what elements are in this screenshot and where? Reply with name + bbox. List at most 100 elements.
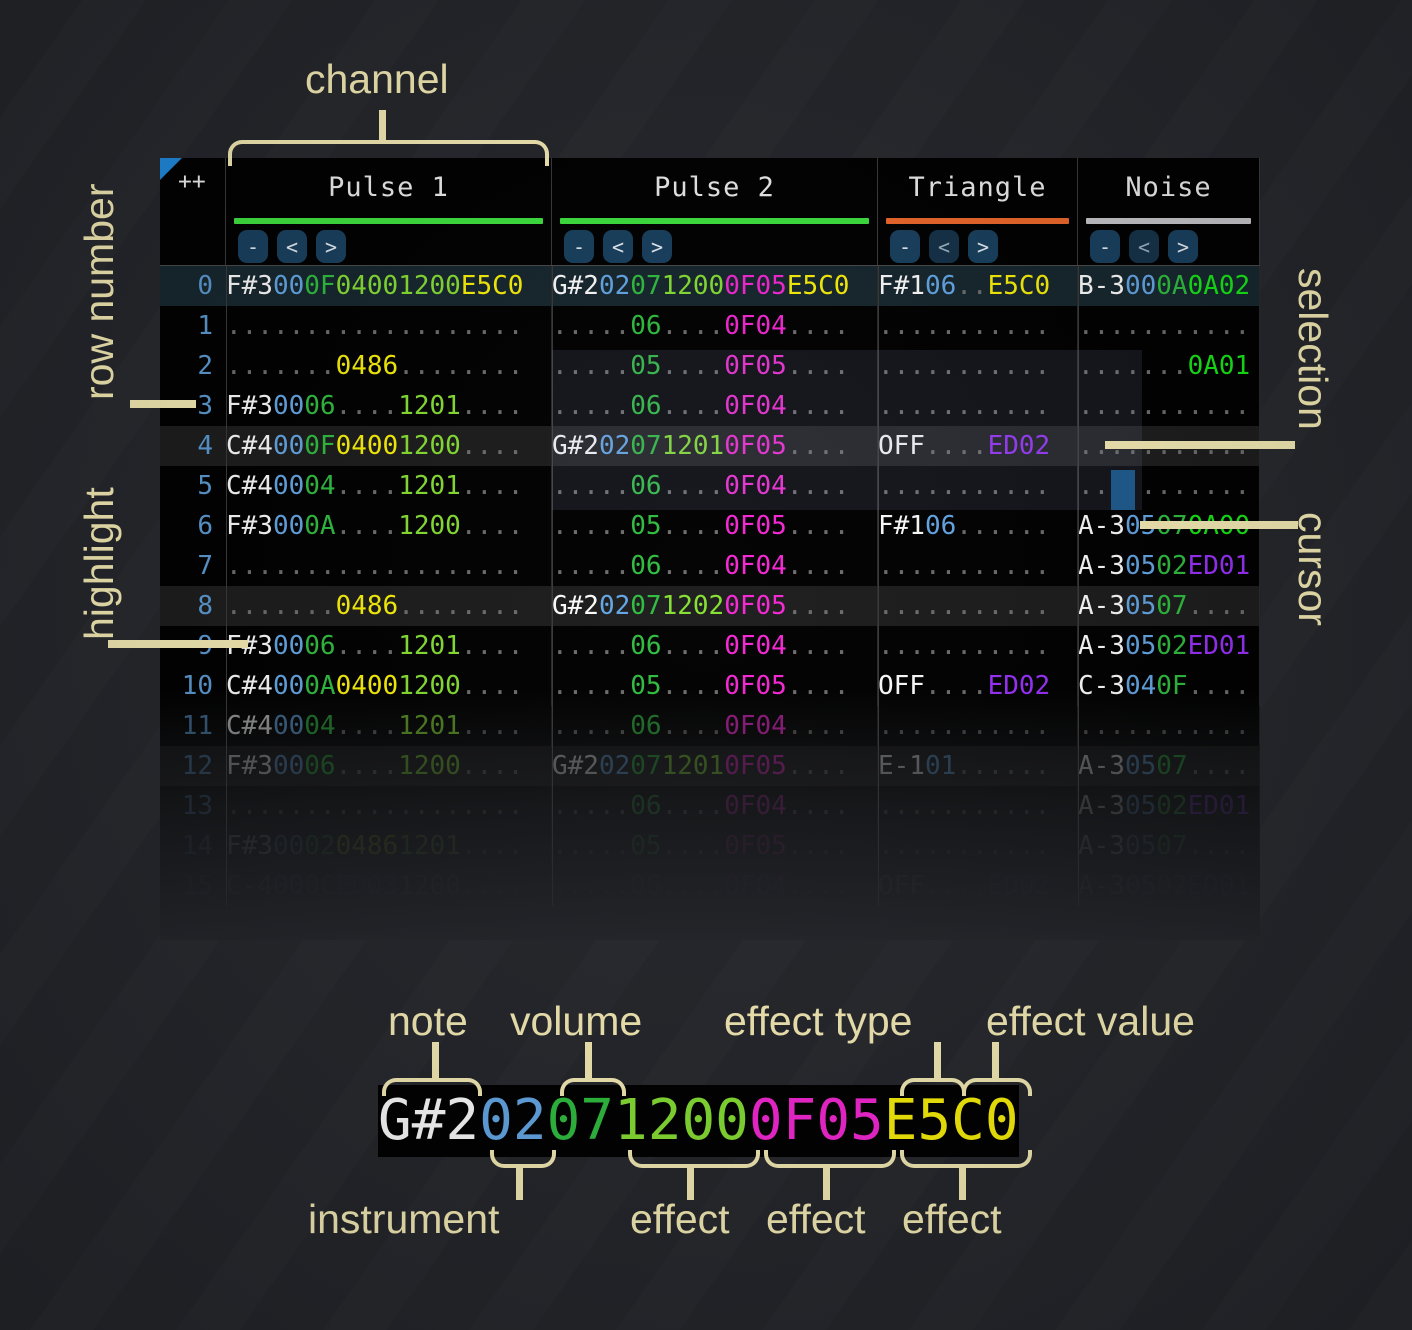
pattern-cell-tri[interactable]: ........... — [878, 786, 1078, 826]
pattern-cell-p2[interactable]: .....05....0F05.... — [552, 666, 878, 706]
pattern-cell-tri[interactable]: ........... — [878, 826, 1078, 866]
pattern-cell-noi[interactable]: A-30502ED01 — [1078, 786, 1260, 826]
channel-buttons-pulse-1[interactable]: - < > — [238, 230, 346, 263]
table-row[interactable]: 5 C#40004....1201.... .....06....0F04.....… — [160, 466, 1260, 506]
mute-button-noise[interactable]: - — [1090, 230, 1120, 263]
pattern-cell-p1[interactable]: F#30006....1200.... — [226, 746, 552, 786]
pattern-cell-tri[interactable]: ........... — [878, 626, 1078, 666]
pattern-cell-noi[interactable]: B-3000A0A02 — [1078, 266, 1260, 306]
pattern-cell-noi[interactable]: A-30502ED01 — [1078, 866, 1260, 906]
mute-button-pulse-1[interactable]: - — [238, 230, 268, 263]
pattern-cell-p2[interactable]: .....06....0F04.... — [552, 706, 878, 746]
rownum-header-cell[interactable]: ++ — [160, 158, 226, 266]
pattern-cell-tri[interactable]: OFF....ED02 — [878, 666, 1078, 706]
pattern-cell-p2[interactable]: G#2020712020F05.... — [552, 586, 878, 626]
pattern-cell-p1[interactable]: F#30006....1201.... — [226, 626, 552, 666]
pattern-cell-p1[interactable]: C#40004....1201.... — [226, 706, 552, 746]
mute-button-pulse-2[interactable]: - — [564, 230, 594, 263]
mute-button-triangle[interactable]: - — [890, 230, 920, 263]
pattern-cell-noi[interactable]: A-30502ED01 — [1078, 626, 1260, 666]
table-row[interactable]: 13................... .....06....0F04....… — [160, 786, 1260, 826]
pattern-cell-p2[interactable]: .....06....0F04.... — [552, 786, 878, 826]
pattern-grid[interactable]: 0 F#3000F04001200E5C0 G#2020712000F05E5C0 F… — [160, 266, 1260, 906]
pattern-cell-p2[interactable]: G#2020712010F05.... — [552, 746, 878, 786]
pattern-cell-p2[interactable]: .....06....0F04.... — [552, 466, 878, 506]
pattern-cell-tri[interactable]: F#106..E5C0 — [878, 266, 1078, 306]
table-row[interactable]: 11 C#40004....1201.... .....06....0F04....… — [160, 706, 1260, 746]
pattern-cell-tri[interactable]: ........... — [878, 346, 1078, 386]
pattern-cell-p1[interactable]: C#4000F04001200.... — [226, 426, 552, 466]
pattern-cell-p2[interactable]: .....06....0F04.... — [552, 546, 878, 586]
pattern-cell-tri[interactable]: OFF....ED02 — [878, 866, 1078, 906]
pattern-cell-p1[interactable]: F#3000A....1200.... — [226, 506, 552, 546]
pattern-cell-p2[interactable]: .....06....0F04.... — [552, 306, 878, 346]
channel-header-pulse-2[interactable]: Pulse 2 - < > — [552, 158, 878, 266]
table-row[interactable]: 6 F#3000A....1200.... .....05....0F05.... F… — [160, 506, 1260, 546]
pattern-cell-p2[interactable]: .....05....0F05.... — [552, 346, 878, 386]
pattern-cell-noi[interactable]: ........... — [1078, 466, 1260, 506]
pattern-cell-p1[interactable]: ................... — [226, 306, 552, 346]
pattern-cell-tri[interactable]: ........... — [878, 306, 1078, 346]
prev-button-triangle[interactable]: < — [929, 230, 959, 263]
pattern-cell-tri[interactable]: ........... — [878, 586, 1078, 626]
pattern-cell-p2[interactable]: .....06....0F04.... — [552, 866, 878, 906]
next-button-noise[interactable]: > — [1168, 230, 1198, 263]
next-button-pulse-1[interactable]: > — [316, 230, 346, 263]
table-row[interactable]: 4 C#4000F04001200.... G#2020712010F05.... O… — [160, 426, 1260, 466]
channel-buttons-triangle[interactable]: - < > — [890, 230, 998, 263]
pattern-cell-p1[interactable]: F#30006....1201.... — [226, 386, 552, 426]
pattern-cell-p1[interactable]: F#3000204861201.... — [226, 826, 552, 866]
pattern-cell-p2[interactable]: .....05....0F05.... — [552, 506, 878, 546]
next-button-triangle[interactable]: > — [968, 230, 998, 263]
next-button-pulse-2[interactable]: > — [642, 230, 672, 263]
prev-button-pulse-2[interactable]: < — [603, 230, 633, 263]
pattern-cell-p2[interactable]: .....06....0F04.... — [552, 386, 878, 426]
pattern-cell-p2[interactable]: G#2020712000F05E5C0 — [552, 266, 878, 306]
table-row[interactable]: 2 .......0486........ .....05....0F05.....… — [160, 346, 1260, 386]
channel-buttons-pulse-2[interactable]: - < > — [564, 230, 672, 263]
pattern-cell-tri[interactable]: F#106...... — [878, 506, 1078, 546]
pattern-cell-noi[interactable]: A-30502ED01 — [1078, 546, 1260, 586]
table-row[interactable]: 10 C#4000A04001200.... .....05....0F05....… — [160, 666, 1260, 706]
pattern-cell-p2[interactable]: .....06....0F04.... — [552, 626, 878, 666]
pattern-cell-noi[interactable]: ........... — [1078, 306, 1260, 346]
pattern-cell-p1[interactable]: C-4000CED031200.... — [226, 866, 552, 906]
pattern-cell-noi[interactable]: ........... — [1078, 706, 1260, 746]
table-row[interactable]: 0 F#3000F04001200E5C0 G#2020712000F05E5C0 F… — [160, 266, 1260, 306]
table-row[interactable]: 8 .......0486........ G#2020712020F05.....… — [160, 586, 1260, 626]
channel-buttons-noise[interactable]: - < > — [1090, 230, 1198, 263]
pattern-cell-tri[interactable]: ........... — [878, 546, 1078, 586]
channel-header-triangle[interactable]: Triangle - < > — [878, 158, 1078, 266]
pattern-cell-p2[interactable]: .....05....0F05.... — [552, 826, 878, 866]
table-row[interactable]: 14 F#3000204861201.... .....05....0F05....… — [160, 826, 1260, 866]
pattern-cell-p1[interactable]: .......0486........ — [226, 346, 552, 386]
pattern-cell-noi[interactable]: A-30507.... — [1078, 586, 1260, 626]
table-row[interactable]: 12 F#30006....1200.... G#2020712010F05....… — [160, 746, 1260, 786]
channel-header-pulse-1[interactable]: Pulse 1 - < > — [226, 158, 552, 266]
table-row[interactable]: 15 C-4000CED031200.... .....06....0F04....… — [160, 866, 1260, 906]
pattern-cell-tri[interactable]: E-101...... — [878, 746, 1078, 786]
pattern-cell-p1[interactable]: ................... — [226, 546, 552, 586]
pattern-cell-p1[interactable]: F#3000F04001200E5C0 — [226, 266, 552, 306]
prev-button-noise[interactable]: < — [1129, 230, 1159, 263]
pattern-cell-tri[interactable]: ........... — [878, 466, 1078, 506]
pattern-cell-p1[interactable]: C#4000A04001200.... — [226, 666, 552, 706]
table-row[interactable]: 9F#30006....1201.........06....0F04.....… — [160, 626, 1260, 666]
channel-header-noise[interactable]: Noise - < > — [1078, 158, 1260, 266]
pattern-cell-noi[interactable]: ........... — [1078, 386, 1260, 426]
table-row[interactable]: 3 F#30006....1201.... .....06....0F04.....… — [160, 386, 1260, 426]
pattern-cell-noi[interactable]: .......0A01 — [1078, 346, 1260, 386]
table-row[interactable]: 1................... .....06....0F04.....… — [160, 306, 1260, 346]
pattern-cell-tri[interactable]: OFF....ED02 — [878, 426, 1078, 466]
pattern-cell-p1[interactable]: ................... — [226, 786, 552, 826]
pattern-cell-p1[interactable]: .......0486........ — [226, 586, 552, 626]
pattern-cell-tri[interactable]: ........... — [878, 386, 1078, 426]
pattern-cell-noi[interactable]: C-3040F.... — [1078, 666, 1260, 706]
pattern-cell-tri[interactable]: ........... — [878, 706, 1078, 746]
pattern-cell-noi[interactable]: A-30507.... — [1078, 826, 1260, 866]
pattern-cell-noi[interactable]: A-30507.... — [1078, 746, 1260, 786]
pattern-editor[interactable]: ++ Pulse 1 - < > Pulse 2 - < > — [160, 158, 1260, 940]
pattern-cell-p1[interactable]: C#40004....1201.... — [226, 466, 552, 506]
pattern-cell-p2[interactable]: G#2020712010F05.... — [552, 426, 878, 466]
prev-button-pulse-1[interactable]: < — [277, 230, 307, 263]
